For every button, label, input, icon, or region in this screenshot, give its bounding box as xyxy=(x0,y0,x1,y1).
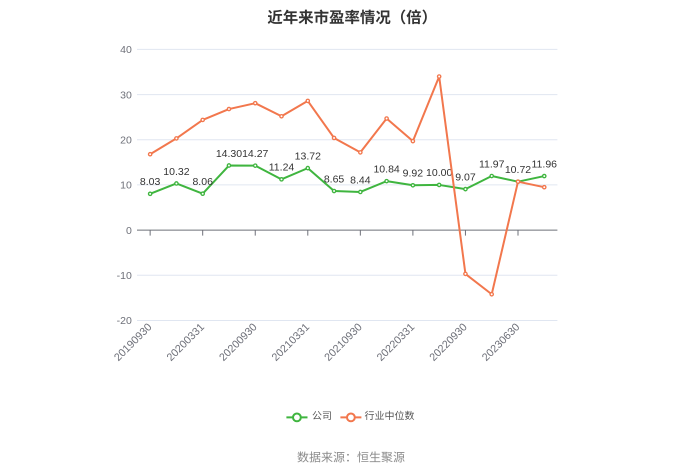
svg-text:40: 40 xyxy=(120,44,132,56)
svg-text:8.03: 8.03 xyxy=(140,176,161,188)
svg-text:10.72: 10.72 xyxy=(505,164,531,176)
svg-text:9.07: 9.07 xyxy=(455,171,476,183)
svg-text:11.97: 11.97 xyxy=(479,158,505,170)
svg-text:13.72: 13.72 xyxy=(295,150,321,162)
svg-text:10.84: 10.84 xyxy=(373,163,399,175)
svg-text:20: 20 xyxy=(120,135,132,147)
svg-text:11.96: 11.96 xyxy=(532,158,558,170)
svg-text:0: 0 xyxy=(126,225,132,237)
svg-text:10.32: 10.32 xyxy=(163,166,189,178)
svg-text:10: 10 xyxy=(120,180,132,192)
svg-text:10.00: 10.00 xyxy=(426,167,452,179)
svg-text:8.06: 8.06 xyxy=(192,176,213,188)
svg-text:8.65: 8.65 xyxy=(324,173,345,185)
svg-text:14.27: 14.27 xyxy=(242,148,268,160)
svg-text:9.92: 9.92 xyxy=(403,168,424,180)
svg-text:-10: -10 xyxy=(117,270,132,282)
svg-text:8.44: 8.44 xyxy=(350,174,371,186)
svg-text:30: 30 xyxy=(120,89,132,101)
svg-text:14.30: 14.30 xyxy=(216,148,242,160)
svg-text:-20: -20 xyxy=(117,315,132,327)
svg-text:11.24: 11.24 xyxy=(269,162,295,174)
